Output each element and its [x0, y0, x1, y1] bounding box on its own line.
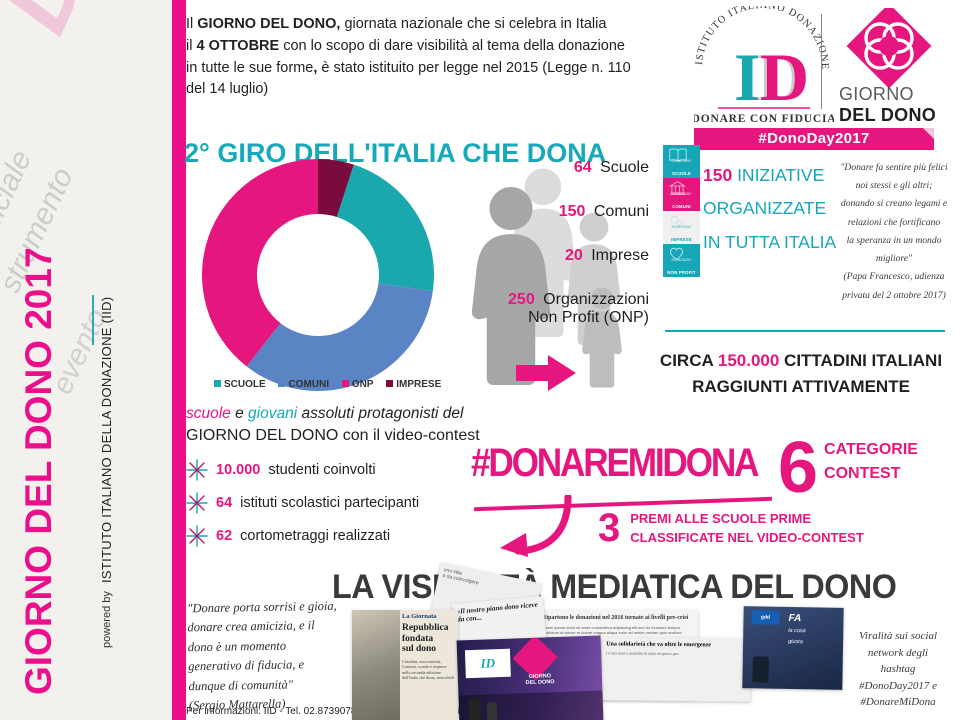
svg-text:D: D — [760, 39, 809, 115]
svg-text:DONARE CON FIDUCIA: DONARE CON FIDUCIA — [694, 113, 834, 125]
